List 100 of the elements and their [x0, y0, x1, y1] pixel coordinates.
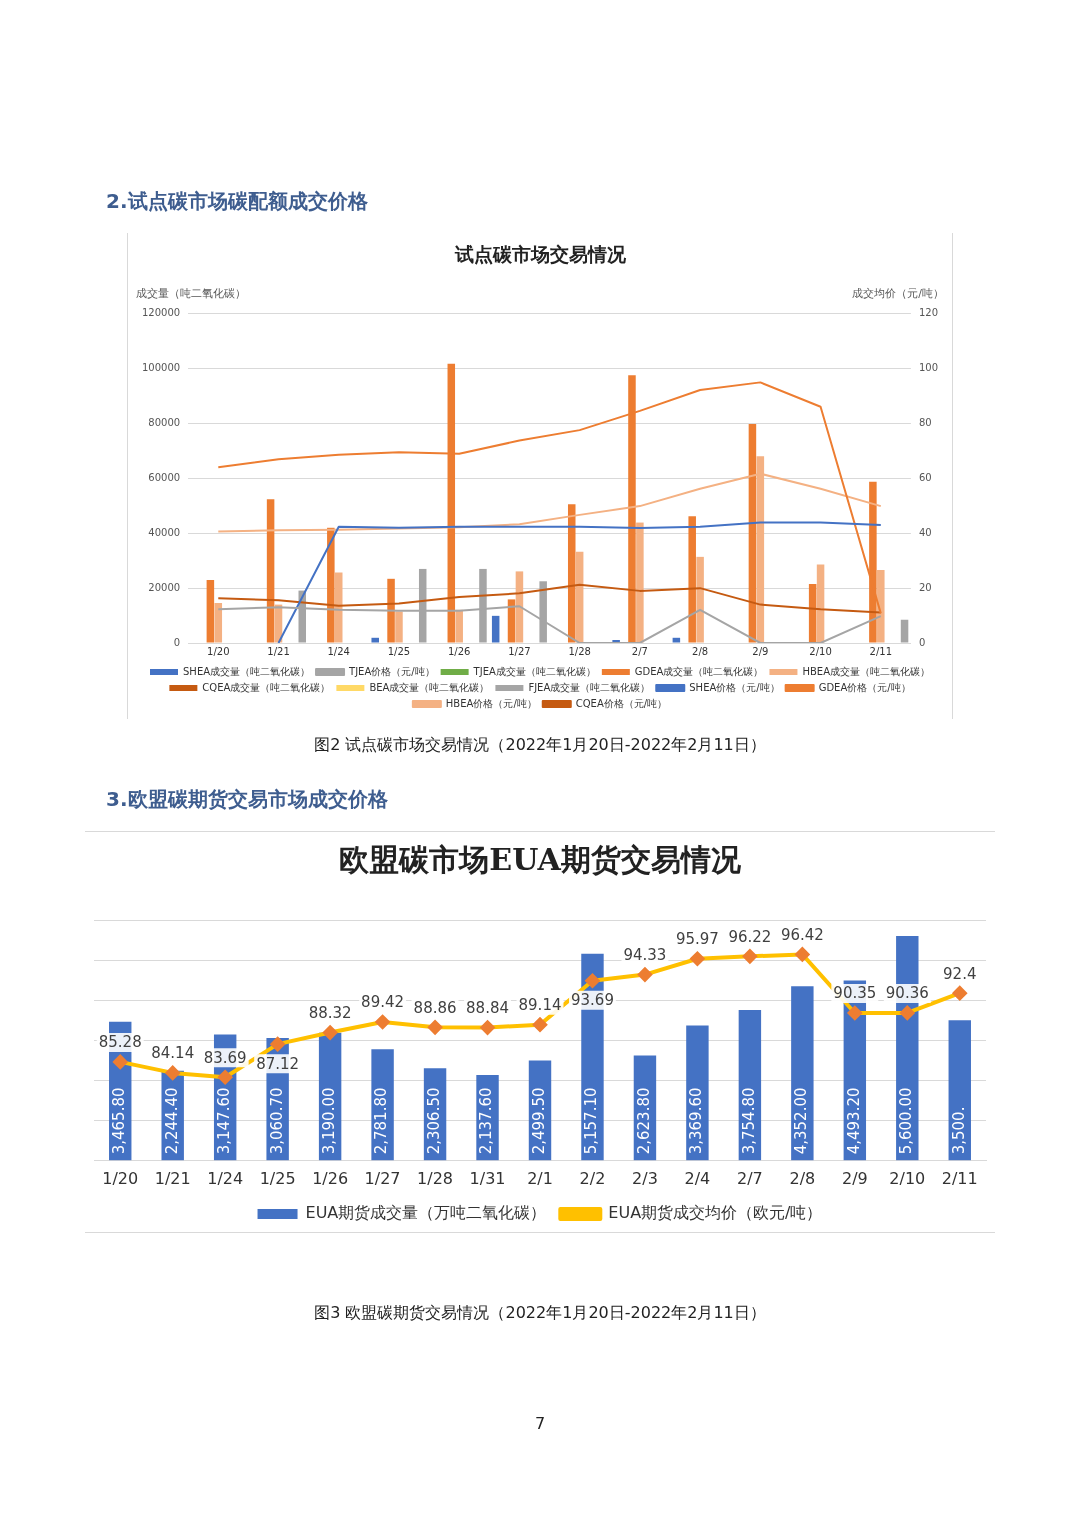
- y-tick-label: 80000: [148, 417, 181, 429]
- legend-label: FJEA成交量（吨二氧化碳）: [528, 681, 651, 693]
- data-label: 3,500.: [949, 1106, 968, 1155]
- data-label: 87.12: [256, 1054, 300, 1073]
- data-label: 2,781.80: [372, 1087, 391, 1155]
- data-label: 3,369.60: [687, 1087, 706, 1155]
- legend-label: EUA期货成交量（万吨二氧化碳）: [305, 1203, 547, 1223]
- bar: [688, 516, 696, 643]
- y2-axis-title: 成交均价（元/吨）: [852, 287, 944, 301]
- data-label: 89.42: [361, 993, 405, 1012]
- y-tick-label: 40000: [148, 526, 181, 538]
- x-tick-label: 2/11: [941, 1168, 978, 1188]
- x-tick-label: 2/9: [752, 645, 769, 657]
- x-tick-label: 2/11: [869, 645, 893, 657]
- y2-tick-label: 80: [918, 417, 932, 429]
- bar: [672, 637, 681, 643]
- x-tick-label: 2/8: [692, 645, 709, 657]
- y2-tick-label: 0: [918, 636, 926, 648]
- bar: [900, 619, 909, 643]
- bar: [791, 986, 814, 1161]
- x-tick-label: 1/27: [508, 645, 531, 657]
- legend-label: EUA期货成交均价（欧元/吨）: [608, 1203, 823, 1223]
- text: 7: [533, 1414, 547, 1433]
- bar: [491, 615, 500, 643]
- x-tick-label: 1/20: [102, 1168, 139, 1188]
- bar: [371, 637, 379, 643]
- data-label: 4,352.00: [792, 1087, 811, 1155]
- bar: [575, 551, 584, 643]
- bar: [327, 527, 335, 643]
- y2-tick-label: 40: [918, 526, 932, 538]
- legend-label: SHEA成交量（吨二氧化碳）: [183, 665, 311, 677]
- chart-title: 欧盟碳市场EUA期货交易情况: [339, 841, 742, 877]
- y2-tick-label: 60: [918, 471, 932, 483]
- x-tick-label: 1/24: [207, 1168, 244, 1188]
- y-tick-label: 60000: [148, 471, 181, 483]
- x-tick-label: 1/20: [207, 645, 230, 657]
- bar: [206, 579, 215, 643]
- legend-label: CQEA价格（元/吨）: [575, 697, 668, 709]
- bar: [507, 599, 516, 643]
- data-label: 92.4: [943, 964, 977, 983]
- y2-tick-label: 120: [918, 307, 939, 319]
- data-label: 5,600.00: [897, 1087, 916, 1155]
- x-tick-label: 2/3: [632, 1168, 658, 1188]
- legend-label: HBEA成交量（吨二氧化碳）: [802, 665, 930, 677]
- bar: [214, 602, 223, 643]
- text: 2.试点碳市场碳配额成交价格: [106, 188, 369, 215]
- data-label: 5,157.10: [582, 1087, 601, 1155]
- x-tick-label: 2/7: [737, 1168, 763, 1188]
- data-label: 2,244.40: [162, 1087, 181, 1155]
- bar: [455, 609, 463, 643]
- data-label: 2,137.60: [477, 1087, 496, 1155]
- x-tick-label: 2/9: [841, 1168, 868, 1188]
- data-label: 3,465.80: [110, 1087, 129, 1155]
- bar: [748, 424, 757, 643]
- data-label: 3,754.80: [739, 1087, 758, 1155]
- x-tick-label: 1/31: [469, 1168, 506, 1188]
- data-label: 90.36: [885, 984, 929, 1003]
- data-label: 93.69: [570, 991, 614, 1010]
- bar: [636, 522, 644, 643]
- data-label: 88.32: [308, 1003, 352, 1022]
- x-tick-label: 1/26: [447, 645, 471, 657]
- data-label: 83.69: [203, 1048, 247, 1067]
- legend-label: CQEA成交量（吨二氧化碳）: [202, 681, 331, 693]
- data-label: 96.22: [728, 927, 772, 946]
- x-tick-label: 2/4: [684, 1168, 711, 1188]
- data-label: 96.42: [780, 925, 824, 944]
- x-tick-label: 2/2: [579, 1168, 606, 1188]
- bar: [696, 556, 704, 643]
- y-tick-label: 100000: [141, 362, 181, 374]
- data-label: 95.97: [675, 930, 719, 949]
- x-tick-label: 1/25: [259, 1168, 296, 1188]
- x-tick-label: 2/7: [631, 645, 648, 657]
- caption: 图3 欧盟碳期货交易情况（2022年1月20日-2022年2月11日）: [313, 1303, 767, 1324]
- data-label: 2,623.80: [634, 1087, 653, 1155]
- legend-label: TJEA成交量（吨二氧化碳）: [472, 665, 596, 677]
- bar: [877, 570, 885, 643]
- x-tick-label: 2/8: [789, 1168, 816, 1188]
- data-label: 90.35: [833, 984, 877, 1003]
- x-tick-label: 1/28: [568, 645, 591, 657]
- chart-title: 试点碳市场交易情况: [453, 243, 627, 266]
- legend-label: HBEA价格（元/吨）: [445, 697, 537, 709]
- y-tick-label: 120000: [141, 307, 181, 319]
- text: 3.欧盟碳期货交易市场成交价格: [106, 786, 389, 813]
- x-tick-label: 1/27: [364, 1168, 401, 1188]
- x-tick-label: 1/21: [154, 1168, 191, 1188]
- legend-label: GDEA成交量（吨二氧化碳）: [634, 665, 764, 677]
- y2-tick-label: 20: [918, 581, 932, 593]
- bar: [387, 578, 395, 643]
- x-tick-label: 1/24: [327, 645, 350, 657]
- legend-label: BEA成交量（吨二氧化碳）: [369, 681, 490, 693]
- data-label: 3,190.00: [320, 1087, 339, 1155]
- data-label: 89.14: [518, 996, 562, 1015]
- y-tick-label: 0: [173, 636, 181, 648]
- bar: [334, 572, 343, 643]
- data-label: 88.84: [466, 998, 510, 1017]
- x-tick-label: 1/28: [417, 1168, 454, 1188]
- data-label: 2,499.50: [529, 1087, 548, 1155]
- y-axis-title: 成交量（吨二氧化碳）: [136, 287, 246, 301]
- legend-label: GDEA价格（元/吨）: [818, 681, 911, 693]
- x-tick-label: 1/21: [267, 645, 290, 657]
